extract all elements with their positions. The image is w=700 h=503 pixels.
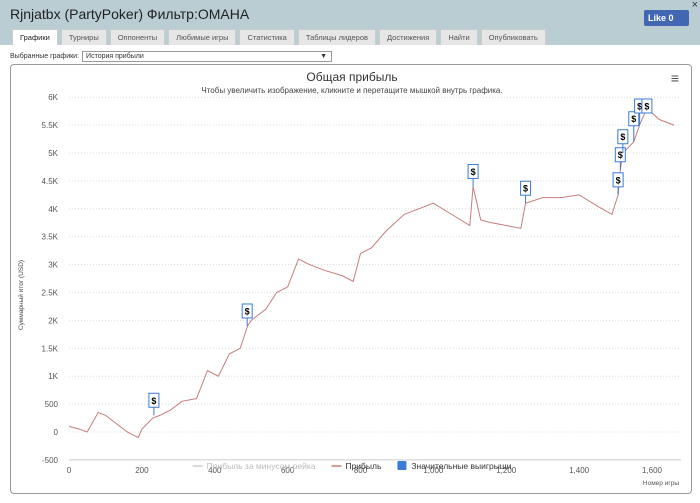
big-win-flag <box>148 392 160 408</box>
tab-0[interactable]: Графики <box>12 29 58 45</box>
x-tick-label: 1,400 <box>569 466 590 475</box>
y-tick-label: 5K <box>48 149 58 158</box>
x-tick-label: 800 <box>354 466 368 475</box>
profit-chart[interactable]: Общая прибыль Чтобы увеличить изображение… <box>11 65 693 495</box>
y-tick-label: 4.5K <box>42 177 59 186</box>
y-tick-label: 2K <box>48 316 58 325</box>
tab-1[interactable]: Турниры <box>60 29 107 45</box>
x-axis-label: Номер игры <box>643 480 679 487</box>
chart-subtitle: Чтобы увеличить изображение, кликните и … <box>201 86 502 95</box>
chart-selector-label: Выбранные графики: <box>10 52 80 60</box>
window-title: Rjnjatbx (PartyPoker) Фильтр:OMAHA <box>10 6 250 22</box>
big-win-flag <box>617 129 629 145</box>
y-tick-label: -500 <box>42 456 59 465</box>
x-tick-label: 200 <box>135 466 149 475</box>
tab-2[interactable]: Оппоненты <box>109 29 166 45</box>
big-win-flag <box>628 111 640 127</box>
y-tick-label: 6K <box>48 93 58 102</box>
tab-4[interactable]: Статистика <box>239 29 295 45</box>
tab-3[interactable]: Любимые игры <box>168 29 237 45</box>
big-win-flag <box>641 98 653 114</box>
x-tick-label: 1,600 <box>642 466 663 475</box>
facebook-like-button[interactable]: Like 0 <box>644 10 689 26</box>
legend-swatch <box>397 461 407 470</box>
legend-item[interactable]: Прибыль <box>345 461 382 471</box>
tab-8[interactable]: Опубликовать <box>480 29 546 45</box>
big-win-flag-label: $ <box>618 150 623 160</box>
dropdown-arrow-icon: ▼ <box>320 53 328 60</box>
chart-container[interactable]: Общая прибыль Чтобы увеличить изображение… <box>10 64 692 494</box>
big-win-flag-label: $ <box>631 114 636 124</box>
menu-icon[interactable]: ≡ <box>671 70 679 86</box>
y-tick-label: 2.5K <box>42 289 59 298</box>
y-tick-label: 3.5K <box>42 233 59 242</box>
y-tick-label: 0 <box>54 428 59 437</box>
chart-title: Общая прибыль <box>306 70 397 84</box>
big-win-flag <box>614 147 626 163</box>
tab-7[interactable]: Найти <box>440 29 478 45</box>
big-win-flag-label: $ <box>616 175 621 185</box>
x-tick-label: 1,000 <box>423 466 444 475</box>
x-tick-label: 400 <box>208 466 222 475</box>
y-tick-label: 4K <box>48 205 58 214</box>
big-win-flag-label: $ <box>523 184 528 194</box>
selected-value: История прибыли <box>86 53 144 60</box>
big-win-flag-label: $ <box>637 102 642 112</box>
tab-bar: Графики Турниры Оппоненты Любимые игры Стати… <box>12 29 546 45</box>
x-tick-label: 600 <box>281 466 295 475</box>
y-tick-label: 1K <box>48 372 58 381</box>
big-win-flag-label: $ <box>151 396 156 406</box>
y-axis-label: Суммарный итог (USD) <box>17 260 25 330</box>
legend-item[interactable]: Значительные выигрыши <box>411 461 511 471</box>
y-tick-label: 500 <box>45 400 59 409</box>
tab-6[interactable]: Достижения <box>379 29 438 45</box>
y-tick-label: 1.5K <box>42 344 59 353</box>
big-win-flag <box>612 172 624 188</box>
legend-item[interactable]: Прибыль за минусом рейка <box>207 461 316 471</box>
y-tick-label: 5.5K <box>42 121 59 130</box>
big-win-flag <box>520 180 532 196</box>
big-win-flag-label: $ <box>245 306 250 316</box>
profit-line <box>68 107 675 439</box>
chart-selector-dropdown[interactable]: История прибыли ▼ <box>82 51 333 62</box>
x-tick-label: 0 <box>67 466 72 475</box>
close-icon[interactable]: × <box>691 0 698 11</box>
chart-selector-row: Выбранные графики: История прибыли ▼ <box>10 51 333 62</box>
big-win-flag <box>241 303 253 319</box>
y-tick-label: 3K <box>48 261 58 270</box>
big-win-flag-label: $ <box>471 167 476 177</box>
big-win-flag <box>467 163 479 179</box>
x-tick-label: 1,200 <box>496 466 517 475</box>
big-win-flag-label: $ <box>620 132 625 142</box>
tab-5[interactable]: Таблицы лидеров <box>297 29 377 45</box>
content-panel: Выбранные графики: История прибыли ▼ Обща… <box>0 45 700 503</box>
big-win-flag-label: $ <box>644 102 649 112</box>
